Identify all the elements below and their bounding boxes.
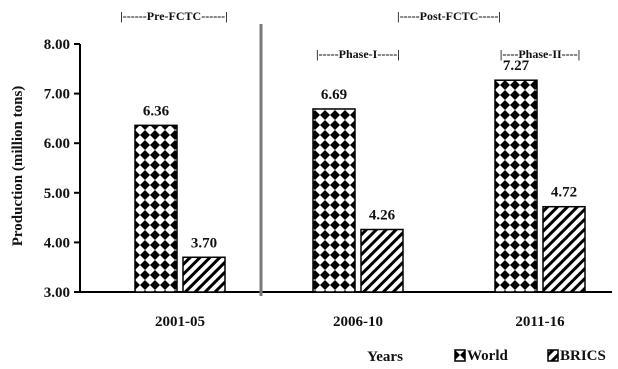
y-tick-label: 8.00 — [44, 37, 70, 53]
category-label: 2011-16 — [515, 314, 565, 330]
category-label: 2006-10 — [333, 314, 383, 330]
x-axis-title: Years — [367, 349, 403, 365]
bar-brics-2011-16 — [542, 205, 586, 293]
y-tick-label: 3.00 — [44, 285, 70, 301]
y-tick-label: 5.00 — [44, 186, 70, 202]
y-tick-label: 6.00 — [44, 136, 70, 152]
legend-label-brics: BRICS — [560, 348, 606, 364]
y-tick-label: 4.00 — [44, 235, 70, 251]
bar-world-2001-05 — [134, 124, 178, 293]
value-label-brics-2006-10: 4.26 — [369, 208, 396, 224]
y-axis-title: Production (million tons) — [10, 86, 26, 247]
legend-item-world: World — [454, 348, 508, 364]
bar-world-2011-16 — [494, 79, 538, 293]
category-labels: 2001-05 2006-10 2011-16 — [155, 314, 565, 330]
value-label-world-2006-10: 6.69 — [321, 87, 347, 103]
y-axis-ticks: 3.00 4.00 5.00 6.00 7.00 8.00 — [44, 37, 80, 301]
legend: World BRICS — [454, 348, 606, 364]
category-label: 2001-05 — [155, 314, 205, 330]
legend-swatch-world — [454, 349, 466, 362]
annotation-label: |-----Post-FCTC-----| — [397, 9, 501, 23]
legend-label-world: World — [467, 348, 508, 364]
y-tick-label: 7.00 — [44, 87, 70, 103]
bar-brics-2006-10 — [360, 228, 404, 293]
value-label-brics-2001-05: 3.70 — [191, 235, 217, 251]
annotation-label: |-----Phase-I-----| — [316, 47, 400, 61]
bar-world-2006-10 — [312, 108, 356, 293]
value-label-world-2011-16: 7.27 — [503, 58, 530, 74]
value-label-brics-2011-16: 4.72 — [551, 185, 577, 201]
value-labels: 6.36 3.70 6.69 4.26 7.27 4.72 — [143, 58, 577, 251]
legend-swatch-brics — [547, 349, 559, 362]
phase-annotations: |------Pre-FCTC------| |-----Post-FCTC---… — [120, 9, 580, 61]
bars — [134, 79, 586, 293]
value-label-world-2001-05: 6.36 — [143, 103, 170, 119]
annotation-label: |------Pre-FCTC------| — [120, 9, 228, 23]
bar-brics-2001-05 — [182, 256, 226, 293]
legend-item-brics: BRICS — [547, 348, 606, 364]
annotation-label: |----Phase-II----| — [500, 47, 581, 61]
